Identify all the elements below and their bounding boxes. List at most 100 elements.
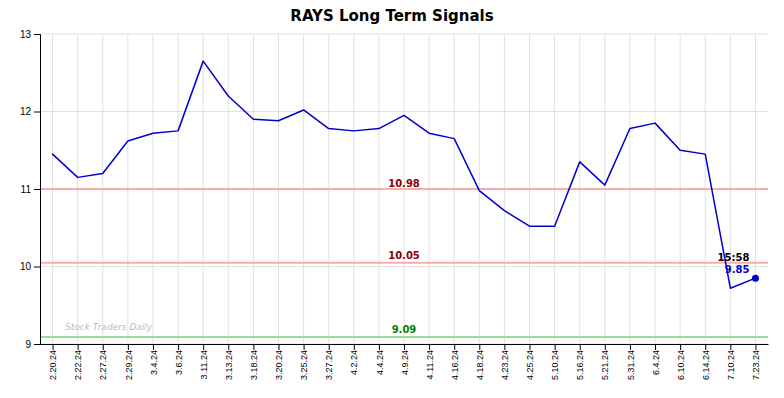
annotation: 10.98: [388, 178, 420, 189]
grid: [40, 34, 768, 344]
tick: 4.9.24: [400, 344, 410, 375]
marks: [40, 61, 768, 337]
tick: 4.16.24: [450, 344, 460, 380]
grid-line: [40, 189, 768, 190]
annotations: 10.9810.059.0915:589.85Stock Traders Dai…: [65, 178, 749, 335]
tick: 2.29.24: [124, 344, 134, 380]
tick-label: 4.16.24: [450, 350, 460, 380]
tick-label: 2.29.24: [124, 350, 134, 380]
tick: 3.18.24: [249, 344, 259, 380]
tick-label: 4.4.24: [375, 350, 385, 375]
tick-label: 11: [21, 184, 32, 195]
tick: 6.10.24: [676, 344, 686, 380]
tick-mark: [34, 344, 40, 345]
tick: 3.27.24: [324, 344, 334, 380]
tick-mark: [228, 344, 229, 350]
tick-mark: [304, 344, 305, 350]
tick: 4.4.24: [375, 344, 385, 375]
tick-mark: [705, 344, 706, 350]
tick: 7.23.24: [751, 344, 761, 380]
tick-label: 4.23.24: [500, 350, 510, 380]
tick-label: 7.23.24: [751, 350, 761, 380]
tick: 4.2.24: [349, 344, 359, 375]
title: RAYS Long Term Signals: [290, 7, 493, 25]
annotation: 10.05: [388, 250, 420, 261]
y-axis: 9 10 11 12 13: [20, 29, 41, 350]
tick-mark: [454, 344, 455, 350]
annotation: 9.09: [392, 324, 417, 335]
tick-label: 5.21.24: [600, 350, 610, 380]
tick-label: 3.11.24: [199, 350, 209, 379]
tick: 4.25.24: [525, 344, 535, 380]
tick: 3.4.24: [149, 344, 159, 375]
tick-mark: [530, 344, 531, 350]
tick-mark: [379, 344, 380, 350]
tick-label: 3.18.24: [249, 350, 259, 380]
tick: 3.11.24: [199, 344, 209, 379]
tick-label: 3.4.24: [149, 350, 159, 375]
tick: 5.16.24: [575, 344, 585, 380]
tick: 4.18.24: [475, 344, 485, 380]
tick-label: 3.6.24: [174, 350, 184, 375]
tick-mark: [655, 344, 656, 350]
tick-label: 4.9.24: [400, 350, 410, 375]
tick-mark: [78, 344, 79, 350]
reference-line: [40, 262, 768, 264]
tick-label: 4.25.24: [525, 350, 535, 380]
tick-label: 4.18.24: [475, 350, 485, 380]
tick-mark: [203, 344, 204, 350]
tick-label: 4.11.24: [425, 350, 435, 379]
tick-label: 7.10.24: [726, 350, 736, 380]
tick-mark: [53, 344, 54, 350]
tick: 3.20.24: [274, 344, 284, 380]
tick-mark: [605, 344, 606, 350]
tick-mark: [329, 344, 330, 350]
x-axis: 2.20.24 2.22.24 2.27.24 2.29.24 3.4.24 3.6.24…: [41, 344, 769, 380]
axis-domain: [34, 35, 41, 345]
tick-label: 5.10.24: [550, 350, 560, 380]
tick-mark: [479, 344, 480, 350]
tick-label: 3.27.24: [324, 350, 334, 380]
tick: 12: [20, 106, 40, 117]
tick: 6.14.24: [701, 344, 711, 380]
tick-mark: [580, 344, 581, 350]
tick: 9: [25, 339, 40, 350]
tick-mark: [680, 344, 681, 350]
plot: 2.20.24 2.22.24 2.27.24 2.29.24 3.4.24 3.6.24…: [20, 29, 769, 380]
tick-label: 5.16.24: [575, 350, 585, 380]
tick-mark: [103, 344, 104, 350]
tick-mark: [354, 344, 355, 350]
end-annotation: 15:58: [718, 252, 750, 263]
tick-mark: [34, 267, 40, 268]
tick-label: 6.10.24: [676, 350, 686, 380]
tick-mark: [128, 344, 129, 350]
tick-mark: [34, 112, 40, 113]
tick-label: 2.22.24: [73, 350, 83, 380]
tick: 7.10.24: [726, 344, 736, 380]
tick: 2.20.24: [48, 344, 58, 380]
tick-label: 13: [20, 29, 32, 40]
tick-mark: [630, 344, 631, 350]
tick-label: 3.13.24: [224, 350, 234, 380]
tick: 11: [21, 184, 40, 195]
tick: 13: [20, 29, 40, 40]
tick: 10: [20, 261, 40, 272]
tick-label: 9: [25, 339, 31, 350]
tick-mark: [178, 344, 179, 350]
tick: 6.4.24: [651, 344, 661, 375]
tick: 2.22.24: [73, 344, 83, 380]
tick-label: 3.25.24: [299, 350, 309, 380]
tick: 2.27.24: [98, 344, 108, 380]
tick-label: 4.2.24: [349, 350, 359, 375]
tick-mark: [34, 34, 40, 35]
tick-label: 12: [20, 106, 32, 117]
tick-mark: [153, 344, 154, 350]
tick: 4.23.24: [500, 344, 510, 380]
tick-label: 3.20.24: [274, 350, 284, 380]
tick-mark: [555, 344, 556, 350]
tick-mark: [34, 189, 40, 190]
tick-mark: [504, 344, 505, 350]
chart: RAYS Long Term Signals 2.20.24 2.22.24 2.27…: [0, 0, 784, 398]
tick-label: 5.31.24: [626, 350, 636, 380]
tick-mark: [730, 344, 731, 350]
